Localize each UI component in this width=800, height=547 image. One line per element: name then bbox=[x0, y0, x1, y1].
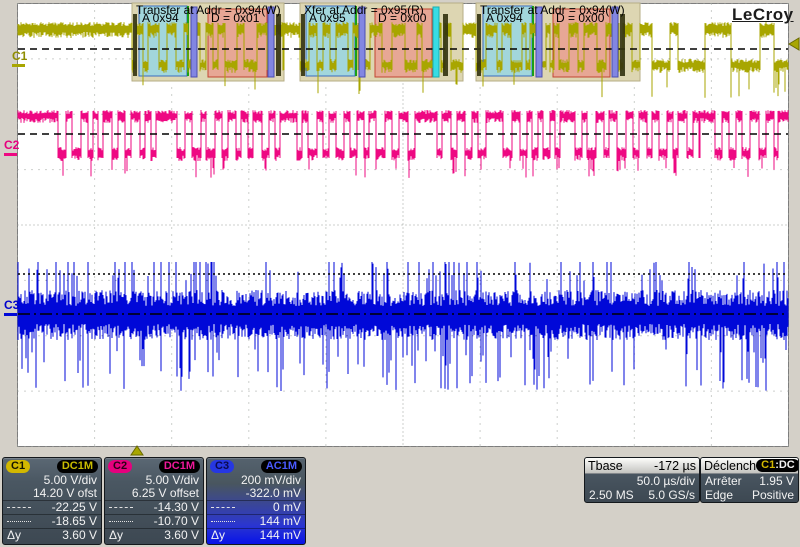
c1-descriptor-box[interactable]: C1 DC1M 5.00 V/div 14.20 V ofst -22.25 V… bbox=[2, 457, 102, 545]
dashdot-cursor-icon bbox=[109, 507, 133, 508]
decode-data-label: D = 0x00 bbox=[556, 11, 605, 25]
dotted-cursor-icon bbox=[7, 521, 31, 522]
decode-data-label: D = 0x01 bbox=[211, 11, 260, 25]
c1-badge: C1 bbox=[6, 460, 31, 473]
decode-address-label: A 0x95 bbox=[309, 11, 346, 25]
dotted-cursor-icon bbox=[211, 521, 235, 522]
trigger-level: 1.95 V bbox=[759, 474, 794, 488]
c3-trace-label[interactable]: C3 bbox=[4, 298, 20, 316]
trigger-time-marker[interactable] bbox=[130, 445, 144, 456]
c3-trace-label-text: C3 bbox=[4, 298, 20, 312]
c1-zero-marker bbox=[12, 64, 25, 67]
c3-dy-label: Δy bbox=[211, 528, 226, 542]
decode-ack-bar bbox=[358, 6, 366, 78]
c2-cursor1-value: -14.30 V bbox=[153, 500, 199, 514]
decode-stop-bar bbox=[620, 14, 625, 76]
decode-ack-bar bbox=[535, 6, 543, 78]
c1-coupling-badge: DC1M bbox=[56, 460, 98, 473]
decode-frame bbox=[131, 2, 285, 82]
trigger-mode: Arrêter bbox=[705, 474, 742, 488]
c1-trace-label[interactable]: C1 bbox=[12, 49, 28, 67]
decode-address-label: A 0x94 bbox=[486, 11, 523, 25]
decode-data-field bbox=[207, 8, 268, 78]
c1-waveform bbox=[17, 22, 789, 98]
c3-badge: C3 bbox=[210, 460, 235, 473]
c2-badge: C2 bbox=[108, 460, 133, 473]
decode-address-label: A 0x94 bbox=[142, 11, 179, 25]
decode-data-label: D = 0x00 bbox=[378, 11, 427, 25]
c1-dy-value: 3.60 V bbox=[62, 528, 97, 542]
timebase-box[interactable]: Tbase -172 µs 50.0 µs/div 2.50 MS 5.0 GS… bbox=[584, 457, 700, 503]
decode-data-field bbox=[552, 8, 611, 78]
decode-ack-bar bbox=[190, 6, 198, 78]
decode-ack-bar bbox=[267, 6, 275, 78]
decode-title: Transfer at Addr = 0x94(W) bbox=[136, 3, 281, 17]
c2-trace-label[interactable]: C2 bbox=[4, 138, 20, 156]
decode-address-field bbox=[305, 5, 356, 77]
c3-zero-marker bbox=[4, 313, 17, 316]
decode-start-bar bbox=[133, 14, 137, 76]
timebase-rate: 5.0 GS/s bbox=[648, 488, 695, 502]
c3-waveform bbox=[17, 262, 789, 391]
decode-frame bbox=[475, 2, 641, 82]
c2-coupling-badge: DC1M bbox=[158, 460, 200, 473]
c2-waveform bbox=[17, 110, 789, 178]
c2-descriptor-box[interactable]: C2 DC1M 5.00 V/div 6.25 V offset -14.30 … bbox=[104, 457, 204, 545]
decode-data-field bbox=[374, 8, 433, 78]
waveform-canvas: Transfer at Addr = 0x94(W)A 0x94 D = 0x01… bbox=[17, 2, 800, 456]
trigger-label: Déclench bbox=[704, 458, 757, 473]
decode-address-field bbox=[482, 5, 533, 77]
c2-dy-label: Δy bbox=[109, 528, 124, 542]
decode-frame bbox=[299, 2, 464, 82]
c1-trace-label-text: C1 bbox=[12, 49, 28, 63]
dotted-cursor-icon bbox=[109, 521, 133, 522]
c2-dy-value: 3.60 V bbox=[164, 528, 199, 542]
trigger-slope: Positive bbox=[751, 488, 794, 502]
trigger-level-marker[interactable] bbox=[788, 37, 800, 51]
decode-nak-bar bbox=[432, 6, 440, 78]
c3-vdiv: 200 mV/div bbox=[240, 473, 301, 487]
trigger-box[interactable]: Déclench C1:DC Arrêter 1.95 V Edge Posit… bbox=[700, 457, 799, 503]
decode-stop-bar bbox=[443, 14, 448, 76]
c3-cursor1-value: 0 mV bbox=[272, 500, 301, 514]
timebase-delay: -172 µs bbox=[654, 458, 696, 473]
lecroy-logo: LeCroy bbox=[732, 5, 794, 24]
c3-dy-value: 144 mV bbox=[259, 528, 301, 542]
decode-start-bar bbox=[477, 14, 481, 76]
decode-title: Transfer at Addr = 0x94(W) bbox=[480, 3, 625, 17]
trigger-type: Edge bbox=[705, 488, 734, 502]
c2-trace-label-text: C2 bbox=[4, 138, 20, 152]
c3-descriptor-box[interactable]: C3 AC1M 200 mV/div -322.0 mV 0 mV 144 mV… bbox=[206, 457, 306, 545]
decode-start-bar bbox=[301, 14, 305, 76]
c2-vdiv: 5.00 V/div bbox=[145, 473, 199, 487]
trigger-source-badge: C1:DC bbox=[756, 459, 798, 472]
c3-offset: -322.0 mV bbox=[245, 486, 301, 500]
dashdot-cursor-icon bbox=[211, 507, 235, 508]
c1-vdiv: 5.00 V/div bbox=[43, 473, 97, 487]
timebase-tdiv: 50.0 µs/div bbox=[636, 474, 695, 488]
c3-coupling-badge: AC1M bbox=[260, 460, 302, 473]
c1-cursor1-value: -22.25 V bbox=[51, 500, 97, 514]
c2-zero-marker bbox=[4, 153, 17, 156]
c3-cursor2-value: 144 mV bbox=[259, 514, 301, 528]
c2-offset: 6.25 V offset bbox=[131, 486, 199, 500]
decode-ack-bar bbox=[611, 6, 619, 78]
decode-title: Xfer at Addr = 0x95(R) bbox=[304, 3, 424, 17]
timebase-label: Tbase bbox=[588, 458, 623, 473]
c1-offset: 14.20 V ofst bbox=[32, 486, 97, 500]
dashdot-cursor-icon bbox=[7, 507, 31, 508]
decode-address-field bbox=[138, 5, 188, 77]
c2-cursor2-value: -10.70 V bbox=[153, 514, 199, 528]
decode-stop-bar bbox=[276, 14, 281, 76]
c1-dy-label: Δy bbox=[7, 528, 22, 542]
timebase-samples: 2.50 MS bbox=[589, 488, 634, 502]
plot-area bbox=[17, 3, 789, 447]
c1-cursor2-value: -18.65 V bbox=[51, 514, 97, 528]
